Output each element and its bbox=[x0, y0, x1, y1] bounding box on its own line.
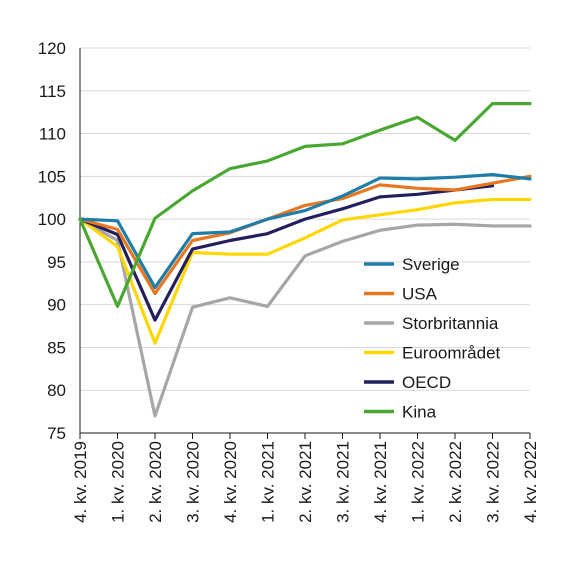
series-line-euroomr-det bbox=[78, 197, 532, 345]
x-tick-label: 2. kv. 2020 bbox=[146, 441, 165, 523]
x-tick-label: 4. kv. 2020 bbox=[221, 441, 240, 523]
y-tick-label: 100 bbox=[38, 210, 66, 229]
x-tick-label: 1. kv. 2020 bbox=[109, 441, 128, 523]
legend-label-storbritannia: Storbritannia bbox=[402, 314, 499, 333]
legend: Sverige USA Storbritannia Euroområdet OECD Ki… bbox=[364, 255, 501, 422]
y-tick-label: 85 bbox=[47, 338, 66, 357]
x-tick-label: 4. kv. 2021 bbox=[371, 441, 390, 523]
legend-label-kina: Kina bbox=[402, 403, 437, 422]
series-line-oecd bbox=[78, 184, 495, 322]
y-tick-label: 90 bbox=[47, 296, 66, 315]
x-tick-label: 3. kv. 2021 bbox=[334, 441, 353, 523]
x-tick-label: 3. kv. 2022 bbox=[484, 441, 503, 523]
axes bbox=[79, 48, 531, 439]
series-lines bbox=[78, 102, 532, 418]
series-line-storbritannia bbox=[78, 217, 532, 418]
x-tick-label: 2. kv. 2022 bbox=[446, 441, 465, 523]
x-tick-label: 1. kv. 2021 bbox=[259, 441, 278, 523]
y-tick-label: 75 bbox=[47, 424, 66, 443]
x-tick-label: 4. kv. 2022 bbox=[521, 441, 540, 523]
legend-label-oecd: OECD bbox=[402, 373, 451, 392]
legend-label-euroomr-det: Euroområdet bbox=[402, 344, 501, 363]
legend-label-usa: USA bbox=[402, 285, 438, 304]
x-tick-label: 2. kv. 2021 bbox=[296, 441, 315, 523]
legend-label-sverige: Sverige bbox=[402, 255, 460, 274]
x-tick-label: 4. kv. 2019 bbox=[71, 441, 90, 523]
x-tick-labels: 4. kv. 2019 1. kv. 2020 2. kv. 2020 3. kv. … bbox=[71, 441, 540, 523]
series-line-usa bbox=[78, 174, 532, 296]
y-tick-label: 115 bbox=[39, 82, 66, 101]
y-tick-label: 105 bbox=[38, 167, 66, 186]
series-line-kina bbox=[78, 102, 532, 308]
y-tick-label: 95 bbox=[47, 253, 66, 272]
y-tick-labels: 75 80 85 90 95 100 105 110 115 120 bbox=[38, 39, 66, 443]
x-tick-label: 3. kv. 2020 bbox=[184, 441, 203, 523]
y-tick-label: 120 bbox=[38, 39, 66, 58]
series-line-sverige bbox=[78, 173, 532, 290]
x-tick-label: 1. kv. 2022 bbox=[409, 441, 428, 523]
y-tick-label: 80 bbox=[47, 381, 66, 400]
y-tick-label: 110 bbox=[39, 125, 66, 144]
